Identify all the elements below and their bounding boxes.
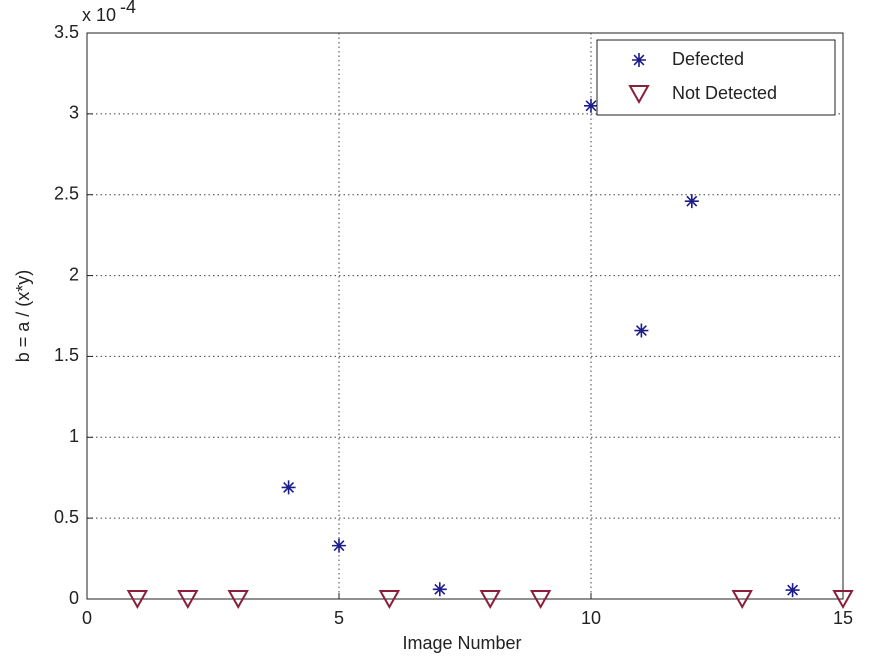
- triangle-marker: [731, 590, 753, 610]
- asterisk-marker: [785, 583, 800, 598]
- plot-area: [87, 33, 843, 599]
- triangle-marker: [126, 590, 149, 610]
- legend-box: [596, 39, 836, 116]
- triangle-marker: [177, 590, 199, 610]
- y-tick-label: 1: [69, 426, 79, 446]
- triangle-marker: [832, 590, 854, 610]
- y-tick-label: 1.5: [54, 345, 79, 365]
- x-tick-label: 10: [581, 608, 601, 628]
- y-multiplier: x 10: [82, 5, 116, 25]
- y-tick-label: 0: [69, 588, 79, 608]
- asterisk-marker: [584, 98, 598, 113]
- y-tick-label: 2: [69, 264, 79, 284]
- asterisk-marker: [432, 582, 447, 597]
- triangle-marker: [479, 590, 501, 610]
- triangle-marker: [227, 590, 249, 610]
- y-tick-label: 2.5: [54, 183, 79, 203]
- x-axis-label: Image Number: [402, 633, 521, 653]
- triangle-marker: [628, 85, 650, 105]
- legend-label: Not Detected: [672, 83, 777, 103]
- y-tick-label: 3: [69, 103, 79, 123]
- x-tick-label: 5: [334, 608, 344, 628]
- y-multiplier-exponent: -4: [120, 0, 136, 17]
- legend-label: Defected: [672, 49, 744, 69]
- plot-frame: [86, 32, 844, 600]
- asterisk-marker: [684, 194, 699, 209]
- y-tick-label: 0.5: [54, 507, 79, 527]
- y-tick-label: 3.5: [54, 22, 79, 42]
- x-tick-label: 0: [82, 608, 92, 628]
- triangle-marker: [378, 590, 401, 610]
- asterisk-marker: [634, 323, 649, 338]
- asterisk-marker: [632, 53, 646, 67]
- asterisk-marker: [281, 480, 296, 495]
- triangle-marker: [529, 590, 552, 610]
- asterisk-marker: [332, 538, 346, 553]
- y-axis-label: b = a / (x*y): [13, 270, 33, 363]
- x-tick-label: 15: [833, 608, 853, 628]
